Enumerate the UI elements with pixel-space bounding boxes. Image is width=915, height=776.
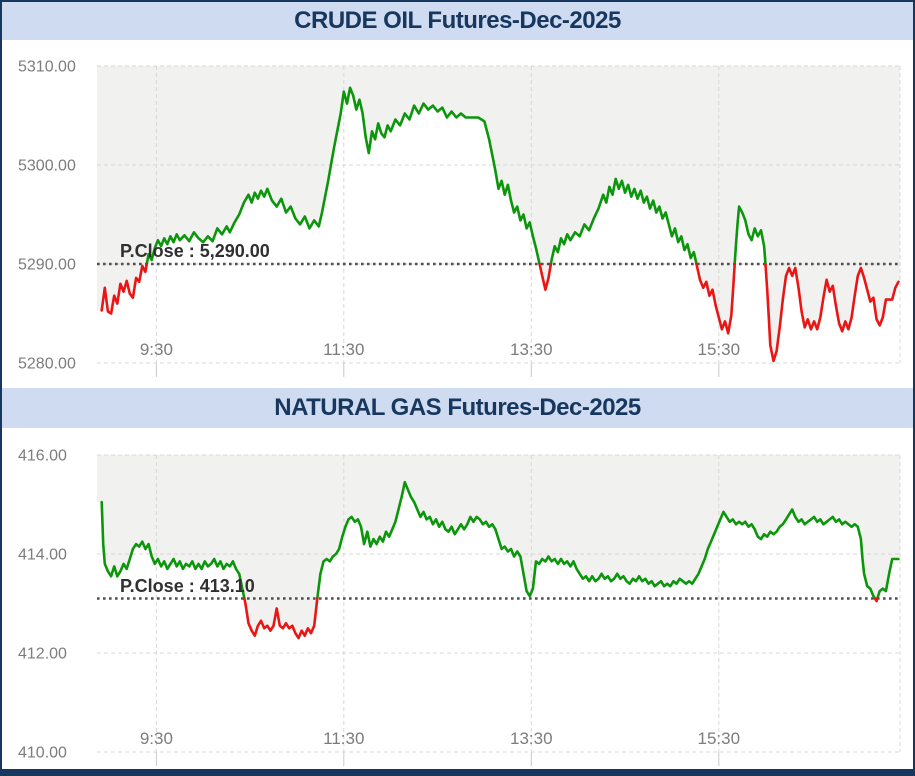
x-axis-label: 11:30 <box>323 340 364 359</box>
y-axis-label: 5280.00 <box>18 356 76 373</box>
price-line-above-pclose <box>145 86 767 266</box>
y-axis-label: 410.00 <box>18 745 67 762</box>
x-axis-label: 9:30 <box>140 340 173 359</box>
price-line-above-pclose <box>100 480 900 600</box>
natural-gas-title-bar: NATURAL GAS Futures-Dec-2025 <box>2 388 913 428</box>
price-line-below-pclose <box>100 262 900 363</box>
plot-shaded-area <box>97 455 900 639</box>
window-bottom-border <box>2 769 913 776</box>
y-axis-label: 5300.00 <box>18 158 76 175</box>
crude-oil-title: CRUDE OIL Futures-Dec-2025 <box>294 7 621 34</box>
natural-gas-chart: 416.00 414.00 412.00 410.00 9:30 11:30 13:30 15… <box>2 428 913 769</box>
price-line-below-pclose <box>243 597 879 640</box>
plot-shaded-area <box>97 66 900 361</box>
x-axis-label: 9:30 <box>140 729 173 748</box>
y-axis-label: 5310.00 <box>18 59 76 76</box>
x-axis-label: 13:30 <box>510 340 553 359</box>
natural-gas-title: NATURAL GAS Futures-Dec-2025 <box>274 394 641 421</box>
crude-oil-plot: 5310.00 5300.00 5290.00 5280.00 9:30 11:30 13:… <box>18 59 901 377</box>
x-axis-label: 11:30 <box>323 729 364 748</box>
crude-oil-title-bar: CRUDE OIL Futures-Dec-2025 <box>2 2 913 40</box>
y-axis-label: 416.00 <box>18 448 67 465</box>
y-axis-label: 5290.00 <box>18 257 76 274</box>
y-axis-label: 414.00 <box>18 547 67 564</box>
y-axis-label: 412.00 <box>18 646 67 663</box>
natural-gas-plot: 416.00 414.00 412.00 410.00 9:30 11:30 13:30 15… <box>18 448 901 766</box>
x-axis-label: 13:30 <box>510 729 553 748</box>
natural-gas-pclose-label: P.Close : 413.10 <box>120 575 255 596</box>
x-axis-label: 15:30 <box>698 729 741 748</box>
crude-oil-chart: 5310.00 5300.00 5290.00 5280.00 9:30 11:30 13:… <box>2 40 913 388</box>
crude-oil-pclose-label: P.Close : 5,290.00 <box>120 241 270 261</box>
x-axis-label: 15:30 <box>698 340 741 359</box>
